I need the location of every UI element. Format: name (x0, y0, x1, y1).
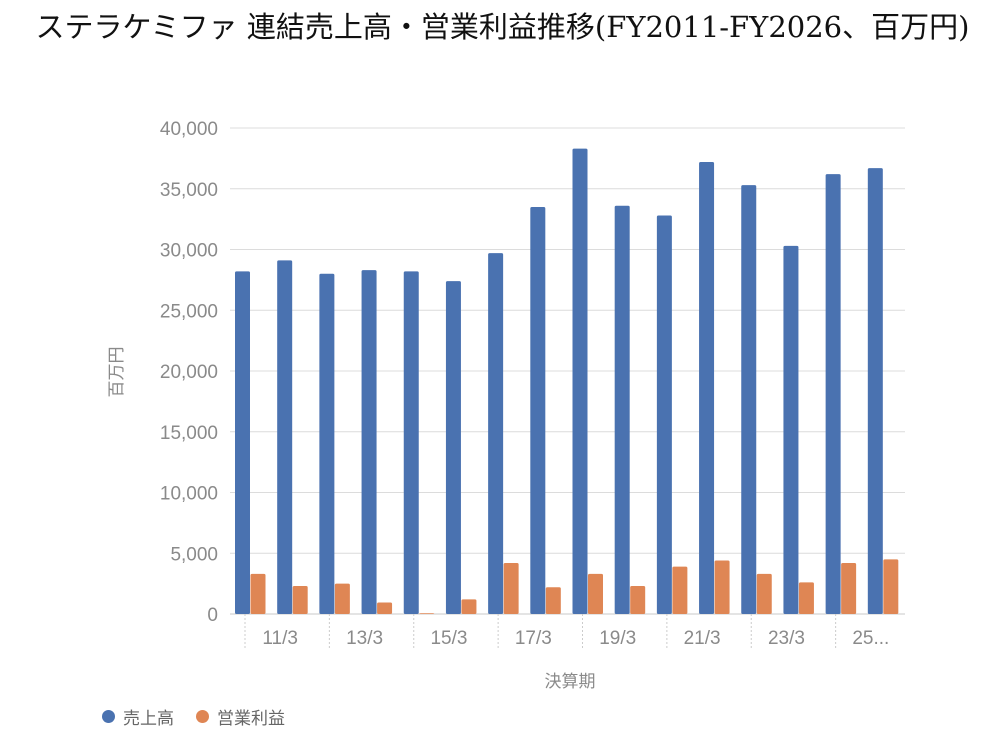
x-axis-ticks: 11/3 13/3 15/3 17/3 19/3 21/3 23/3 25... (244, 614, 889, 650)
chart-title: ステラケミファ 連結売上高・営業利益推移(FY2011-FY2026、百万円) (35, 10, 970, 44)
bar-sales-21-3[interactable] (656, 215, 672, 615)
y-tick-label: 40,000 (160, 119, 218, 140)
y-tick-label: 25,000 (160, 301, 218, 322)
bar-operating-profit-16-3[interactable] (461, 599, 477, 614)
bar-sales-18-3[interactable] (530, 206, 546, 614)
bar-operating-profit-26-3[interactable] (883, 559, 899, 614)
y-tick-label: 5,000 (170, 544, 218, 565)
legend-swatch-operating-profit (196, 710, 209, 723)
legend-label-sales: 売上高 (123, 709, 174, 729)
bar-sales-12-3[interactable] (277, 260, 293, 614)
bar-sales-15-3[interactable] (403, 271, 419, 614)
legend-item-operating-profit[interactable]: 営業利益 (196, 704, 285, 729)
legend: 売上高 営業利益 (102, 704, 285, 729)
bar-sales-17-3[interactable] (488, 253, 504, 614)
y-tick-label: 15,000 (160, 423, 218, 444)
bar-operating-profit-21-3[interactable] (672, 566, 688, 614)
bar-operating-profit-22-3[interactable] (714, 560, 730, 614)
bar-operating-profit-12-3[interactable] (292, 586, 308, 614)
bar-sales-16-3[interactable] (445, 281, 461, 614)
x-tick-label: 11/3 (262, 628, 298, 649)
bar-sales-26-3[interactable] (867, 168, 883, 614)
bar-operating-profit-15-3[interactable] (419, 613, 435, 614)
bar-operating-profit-17-3[interactable] (503, 562, 519, 614)
bar-operating-profit-25-3[interactable] (841, 562, 857, 614)
y-tick-label: 30,000 (160, 241, 218, 262)
bar-sales-20-3[interactable] (614, 205, 630, 614)
bar-operating-profit-23-3[interactable] (756, 573, 772, 614)
bar-operating-profit-24-3[interactable] (798, 582, 814, 614)
legend-label-operating-profit: 営業利益 (217, 709, 285, 729)
bar-sales-23-3[interactable] (741, 185, 757, 615)
bar-sales-14-3[interactable] (361, 270, 377, 614)
x-tick-label: 19/3 (599, 628, 636, 649)
x-tick-label: 15/3 (430, 628, 467, 649)
bars (235, 148, 899, 615)
bar-sales-19-3[interactable] (572, 148, 588, 614)
bar-sales-22-3[interactable] (699, 162, 715, 614)
y-tick-label: 20,000 (160, 362, 218, 383)
legend-item-sales[interactable]: 売上高 (102, 704, 174, 729)
bar-operating-profit-19-3[interactable] (588, 573, 603, 614)
x-tick-label: 25... (852, 628, 889, 649)
bar-operating-profit-18-3[interactable] (545, 587, 561, 614)
x-tick-label: 21/3 (684, 628, 721, 649)
bar-sales-13-3[interactable] (319, 273, 335, 614)
bar-sales-25-3[interactable] (825, 174, 841, 615)
bar-sales-24-3[interactable] (783, 245, 799, 615)
x-axis-label: 決算期 (545, 672, 596, 692)
legend-swatch-sales (102, 710, 115, 723)
y-tick-label: 0 (207, 605, 218, 626)
bar-operating-profit-20-3[interactable] (630, 586, 646, 614)
x-tick-label: 23/3 (768, 628, 805, 649)
bar-operating-profit-13-3[interactable] (334, 583, 350, 614)
x-tick-label: 17/3 (515, 628, 552, 649)
y-axis-label: 百万円 (107, 347, 127, 398)
x-tick-label: 13/3 (346, 628, 383, 649)
y-tick-label: 10,000 (160, 484, 218, 505)
bar-operating-profit-11-3[interactable] (250, 573, 266, 614)
bar-operating-profit-14-3[interactable] (377, 602, 393, 614)
y-tick-label: 35,000 (160, 180, 218, 201)
bar-sales-11-3[interactable] (235, 271, 250, 614)
y-axis-ticks: 0 5,000 10,000 15,000 20,000 25,000 30,000 35,0… (160, 119, 218, 626)
